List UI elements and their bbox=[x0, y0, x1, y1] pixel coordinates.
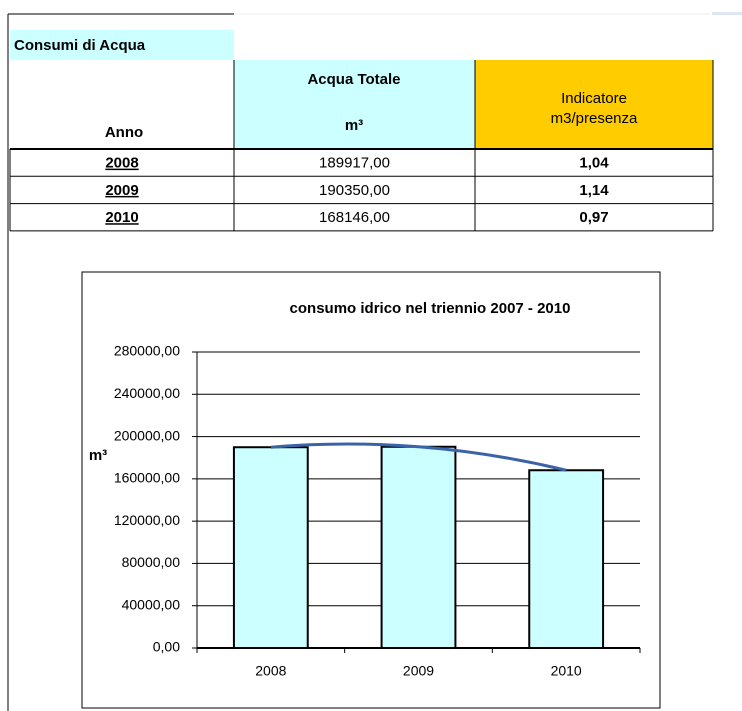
y-tick-label: 240000,00 bbox=[114, 385, 180, 401]
year-cell: 2009 bbox=[105, 182, 138, 199]
y-axis-label: m³ bbox=[89, 447, 107, 464]
header-cell bbox=[234, 60, 475, 149]
sheet-edge bbox=[712, 12, 742, 15]
header: m3/presenza bbox=[551, 110, 638, 127]
header: Anno bbox=[105, 124, 143, 141]
x-tick-label: 2010 bbox=[551, 663, 582, 679]
value-cell: 0,97 bbox=[579, 209, 608, 226]
y-tick-label: 280000,00 bbox=[114, 343, 180, 359]
plot: 0,00 40000,00 80000,00 120000,00 160000,00 20… bbox=[114, 343, 641, 679]
trendline bbox=[270, 442, 567, 472]
header-cell bbox=[475, 60, 713, 149]
y-tick-label: 0,00 bbox=[153, 639, 180, 655]
x-tick-label: 2009 bbox=[403, 663, 434, 679]
bar bbox=[232, 446, 309, 649]
y-tick-label: 40000,00 bbox=[122, 596, 181, 612]
y-tick-label: 160000,00 bbox=[114, 470, 180, 486]
value-cell: 1,14 bbox=[579, 182, 609, 199]
y-tick-label: 80000,00 bbox=[122, 554, 181, 570]
header-unit: m³ bbox=[345, 117, 363, 134]
header: Acqua Totale bbox=[307, 71, 400, 88]
y-tick-label: 200000,00 bbox=[114, 427, 180, 443]
table-title: Consumi di Acqua bbox=[14, 37, 146, 54]
header: Indicatore bbox=[561, 90, 627, 107]
chart-title: consumo idrico nel triennio 2007 - 2010 bbox=[290, 300, 571, 317]
title-cell bbox=[10, 30, 234, 60]
value-cell: 190350,00 bbox=[319, 182, 390, 199]
value-cell: 1,04 bbox=[579, 155, 609, 172]
year-cell: 2008 bbox=[105, 155, 138, 172]
value-cell: 168146,00 bbox=[319, 209, 390, 226]
table-rows: 2008 189917,00 1,04 2009 190350,00 1,14 2010 16… bbox=[9, 148, 714, 232]
y-tick-label: 120000,00 bbox=[114, 512, 180, 528]
value-cell: 189917,00 bbox=[319, 155, 390, 172]
bar bbox=[380, 445, 457, 649]
bar bbox=[528, 469, 605, 650]
year-cell: 2010 bbox=[105, 209, 138, 226]
x-tick-label: 2008 bbox=[255, 663, 286, 679]
